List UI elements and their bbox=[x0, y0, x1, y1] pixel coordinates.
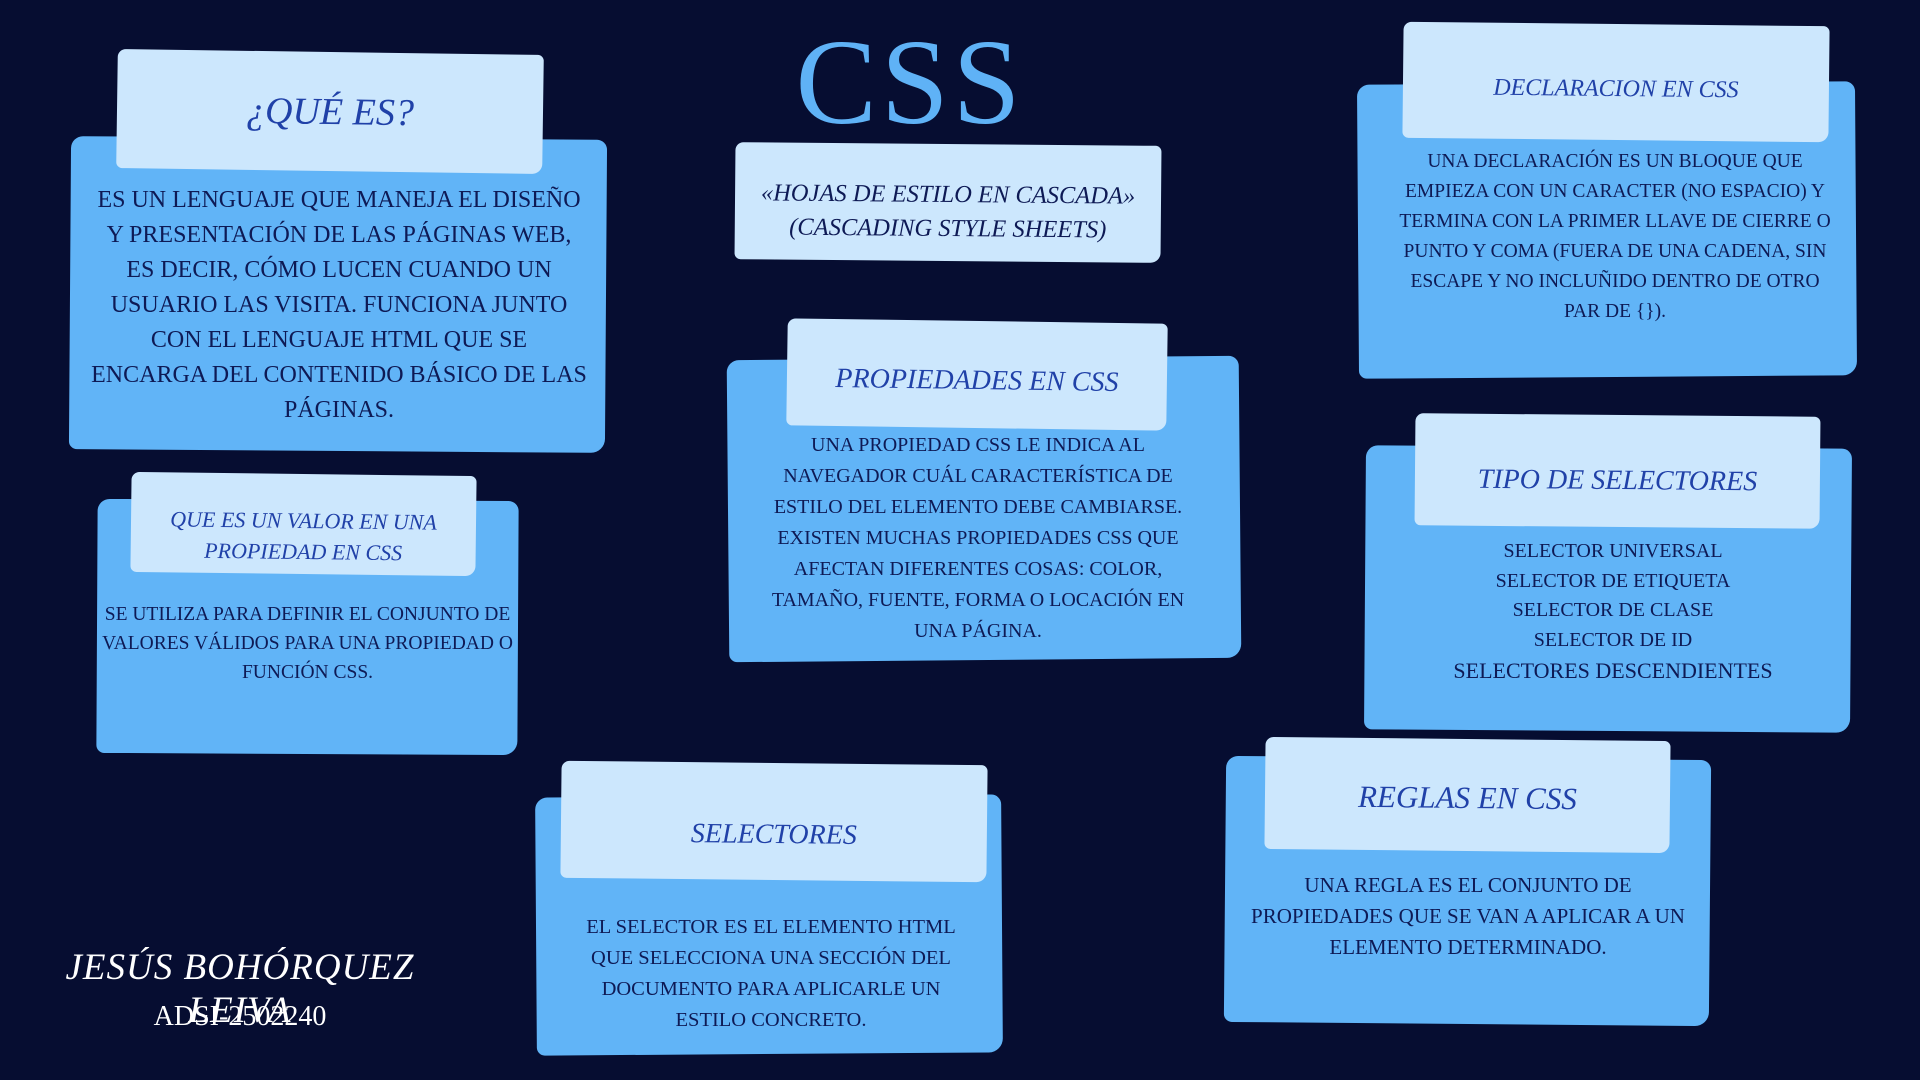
selector-item: SELECTOR DE ID bbox=[1375, 626, 1851, 656]
que-es-body: ES UN LENGUAJE QUE MANEJA EL DISEÑO Y PR… bbox=[90, 183, 588, 428]
reglas-heading-tab: REGLAS EN CSS bbox=[1264, 737, 1670, 853]
propiedades-body: UNA PROPIEDAD CSS LE INDICA AL NAVEGADOR… bbox=[750, 430, 1206, 647]
selectores-heading-tab: SELECTORES bbox=[560, 761, 987, 882]
propiedades-heading-tab: PROPIEDADES EN CSS bbox=[786, 318, 1167, 430]
reglas-heading: REGLAS EN CSS bbox=[1358, 779, 1577, 817]
declaracion-heading-tab: DECLARACION EN CSS bbox=[1402, 22, 1829, 142]
valor-body: SE UTILIZA PARA DEFINIR EL CONJUNTO DE V… bbox=[97, 600, 518, 687]
que-es-heading-tab: ¿QUÉ ES? bbox=[116, 49, 544, 174]
selectores-heading: SELECTORES bbox=[691, 818, 857, 852]
tipo-selectores-heading: TIPO DE SELECTORES bbox=[1478, 464, 1758, 498]
declaracion-body: UNA DECLARACIÓN ES UN BLOQUE QUE EMPIEZA… bbox=[1390, 147, 1840, 327]
valor-heading-tab: QUE ES UN VALOR EN UNA PROPIEDAD EN CSS bbox=[130, 472, 476, 576]
hojas-de-estilo-tab: «HOJAS DE ESTILO EN CASCADA» (CASCADING … bbox=[734, 142, 1161, 263]
valor-heading: QUE ES UN VALOR EN UNA PROPIEDAD EN CSS bbox=[142, 503, 464, 569]
selector-item: SELECTORES DESCENDIENTES bbox=[1375, 655, 1851, 686]
selector-item: SELECTOR DE CLASE bbox=[1375, 596, 1851, 626]
selectores-body: EL SELECTOR ES EL ELEMENTO HTML QUE SELE… bbox=[566, 912, 976, 1036]
que-es-heading: ¿QUÉ ES? bbox=[246, 88, 414, 134]
reglas-body: UNA REGLA ES EL CONJUNTO DE PROPIEDADES … bbox=[1250, 870, 1686, 963]
selector-item: SELECTOR DE ETIQUETA bbox=[1375, 567, 1851, 597]
page-title: CSS bbox=[790, 8, 1030, 158]
declaracion-heading: DECLARACION EN CSS bbox=[1493, 74, 1739, 104]
propiedades-heading: PROPIEDADES EN CSS bbox=[835, 363, 1118, 399]
author-code: ADSI-2502240 bbox=[140, 1001, 340, 1033]
hojas-de-estilo-heading: «HOJAS DE ESTILO EN CASCADA» (CASCADING … bbox=[747, 176, 1150, 248]
tipo-selectores-heading-tab: TIPO DE SELECTORES bbox=[1415, 413, 1821, 529]
selector-item: SELECTOR UNIVERSAL bbox=[1375, 537, 1851, 567]
tipo-selectores-list: SELECTOR UNIVERSAL SELECTOR DE ETIQUETA … bbox=[1375, 537, 1851, 686]
